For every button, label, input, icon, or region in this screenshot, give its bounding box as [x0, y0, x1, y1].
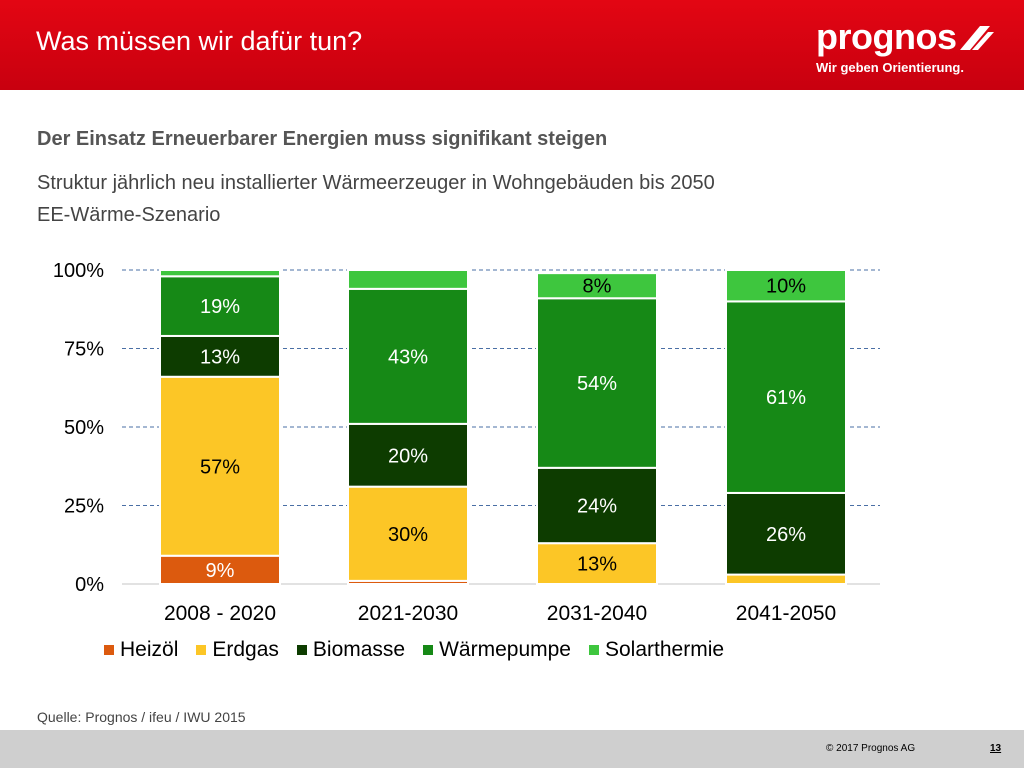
x-tick-label: 2041-2050	[736, 602, 836, 625]
x-tick-label: 2008 - 2020	[164, 602, 276, 625]
data-label: 13%	[200, 346, 240, 368]
legend-label: Wärmepumpe	[439, 638, 571, 661]
logo-wordmark: prognos	[816, 16, 957, 57]
data-label: 10%	[766, 276, 806, 298]
bar-segment	[347, 422, 469, 488]
data-label: 20%	[388, 445, 428, 467]
copyright-text: © 2017 Prognos AG	[826, 743, 916, 754]
x-tick-label: 2021-2030	[358, 602, 458, 625]
x-tick-label: 2031-2040	[547, 602, 647, 625]
legend-item: Erdgas	[196, 638, 279, 662]
bar-segment	[536, 297, 658, 469]
data-label: 8%	[583, 276, 612, 298]
bar-segment	[347, 485, 469, 582]
legend-swatch	[423, 645, 434, 655]
y-tick-label: 25%	[64, 496, 104, 518]
y-tick-label: 75%	[64, 339, 104, 361]
bar-segment	[347, 287, 469, 425]
data-label: 43%	[388, 346, 428, 368]
header-bar: Was müssen wir dafür tun? prognos Wir ge…	[0, 0, 1024, 90]
legend-label: Biomasse	[312, 638, 406, 661]
data-label: 57%	[200, 456, 240, 478]
data-label: 30%	[388, 524, 428, 546]
bar-segment	[159, 334, 281, 378]
prognos-logo: prognos Wir geben Orientierung.	[806, 14, 1006, 80]
bar-segment	[159, 269, 281, 278]
data-label: 61%	[766, 387, 806, 409]
bar-segment	[725, 573, 847, 585]
legend-item: Heizöl	[104, 638, 178, 662]
legend-swatch	[196, 645, 207, 655]
bar-segment	[159, 554, 281, 585]
y-tick-label: 100%	[53, 260, 104, 282]
data-label: 54%	[577, 373, 617, 395]
chart-legend: Heizöl Erdgas Biomasse Wärmepumpe Solartherm…	[104, 636, 742, 664]
bar-segment	[159, 375, 281, 557]
slide-title: Was müssen wir dafür tun?	[36, 26, 363, 56]
legend-label: Erdgas	[212, 638, 279, 661]
legend-swatch	[104, 645, 114, 655]
logo-tagline: Wir geben Orientierung.	[816, 60, 964, 75]
data-label: 13%	[577, 554, 617, 576]
bar-segment	[536, 542, 658, 585]
bar-segment	[159, 275, 281, 337]
legend-item: Wärmepumpe	[423, 638, 571, 662]
bar-segment	[536, 466, 658, 545]
legend-label: Solarthermie	[605, 638, 725, 661]
y-tick-label: 50%	[64, 417, 104, 439]
legend-label: Heizöl	[120, 638, 179, 661]
footer-bar	[0, 730, 1024, 768]
data-label: 26%	[766, 524, 806, 546]
source-note: Quelle: Prognos / ifeu / IWU 2015	[37, 709, 246, 725]
legend-swatch	[296, 645, 307, 655]
bar-segment	[725, 300, 847, 494]
page-number: 13	[990, 743, 1002, 754]
y-tick-label: 0%	[75, 574, 104, 596]
chart-subtitle: Struktur jährlich neu installierter Wärm…	[37, 172, 715, 194]
legend-item: Biomasse	[296, 638, 406, 662]
stacked-bar-chart: 0% 25% 50% 75% 100% 9% 57% 13% 19% 2008 - 2020 30%…	[53, 260, 880, 625]
data-label: 24%	[577, 496, 617, 518]
data-label: 9%	[206, 560, 235, 582]
headline: Der Einsatz Erneuerbarer Energien muss s…	[37, 128, 608, 150]
logo-swoosh-icon	[960, 26, 994, 50]
bar-segment	[536, 272, 658, 300]
bar-segment	[725, 269, 847, 303]
data-label: 19%	[200, 296, 240, 318]
legend-item: Solarthermie	[589, 638, 724, 662]
scenario-label: EE-Wärme-Szenario	[37, 204, 221, 226]
bar-segment	[347, 269, 469, 290]
legend-swatch	[589, 645, 599, 655]
